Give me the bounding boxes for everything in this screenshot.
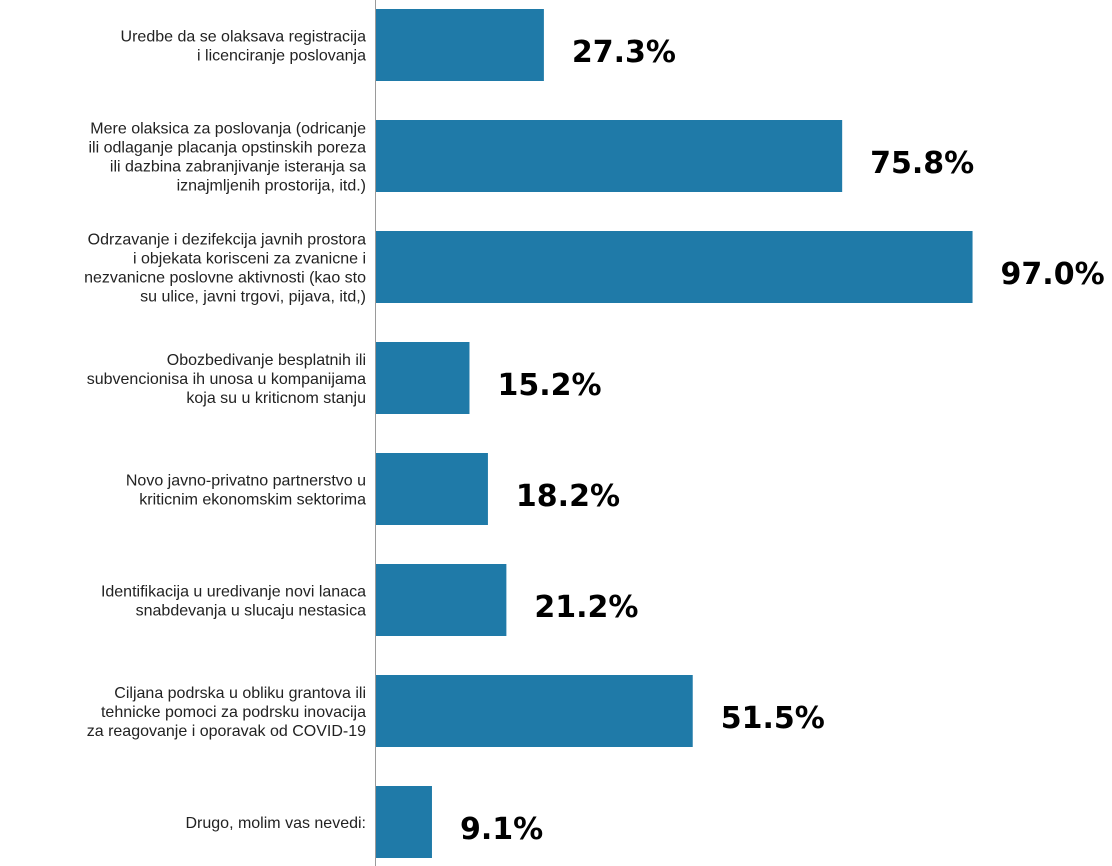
value-label-3: 97.0% bbox=[1001, 257, 1105, 292]
category-labels-group: Uredbe da se olaksava registracija i lice… bbox=[84, 29, 366, 833]
category-label-3: Odrzavanje i dezifekcija javnih prostora… bbox=[84, 232, 366, 306]
value-label-5: 18.2% bbox=[516, 479, 620, 514]
bar-6 bbox=[376, 564, 507, 636]
value-label-2: 75.8% bbox=[870, 146, 974, 181]
category-label-2: Mere olaksica za poslovanja (odricanje il… bbox=[88, 121, 366, 195]
bars-group bbox=[376, 9, 973, 858]
value-label-4: 15.2% bbox=[497, 368, 601, 403]
value-labels-group: 27.3% 75.8% 97.0% 15.2% 18.2% 21.2% 51.5% 9.1% bbox=[460, 35, 1105, 847]
bar-2 bbox=[376, 120, 843, 192]
bar-7 bbox=[376, 675, 693, 747]
category-label-1: Uredbe da se olaksava registracija i lice… bbox=[121, 29, 367, 65]
category-label-7: Ciljana podrska u obliku grantova ili teh… bbox=[87, 685, 366, 740]
bar-1 bbox=[376, 9, 544, 81]
bar-4 bbox=[376, 342, 470, 414]
category-label-4: Obozbedivanje besplatnih ili subvencionis… bbox=[87, 352, 366, 407]
value-label-1: 27.3% bbox=[572, 35, 676, 70]
category-label-6: Identifikacija u uredivanje novi lanaca s… bbox=[101, 584, 366, 620]
value-label-7: 51.5% bbox=[721, 701, 825, 736]
value-label-8: 9.1% bbox=[460, 812, 543, 847]
category-label-8: Drugo, molim vas nevedi: bbox=[185, 815, 366, 832]
bar-5 bbox=[376, 453, 488, 525]
category-label-5: Novo javno-privatno partnerstvo u kriticn… bbox=[126, 473, 366, 509]
value-label-6: 21.2% bbox=[534, 590, 638, 625]
bar-8 bbox=[376, 786, 432, 858]
bar-3 bbox=[376, 231, 973, 303]
